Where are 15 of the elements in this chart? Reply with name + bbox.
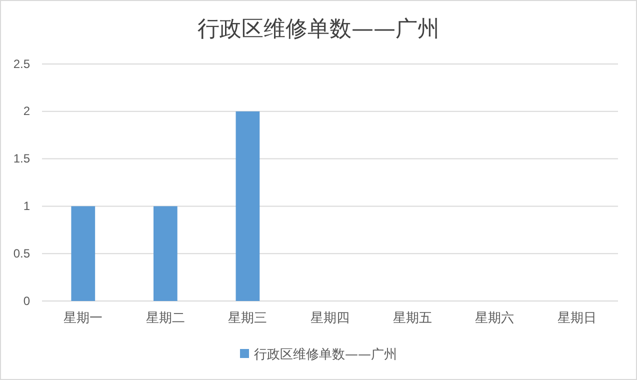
y-tick-label: 2 [23,104,30,118]
chart-title: 行政区维修单数——广州 [198,17,440,42]
x-tick-label: 星期五 [392,310,432,326]
x-tick-label: 星期四 [310,310,350,326]
y-tick-label: 0 [23,294,30,308]
y-tick-label: 1.5 [13,152,30,166]
y-tick-label: 0.5 [13,246,30,260]
x-tick-label: 星期二 [146,310,185,326]
x-tick-label: 星期日 [557,310,596,326]
x-tick-label: 星期三 [228,310,268,326]
y-tick-label: 1 [23,199,30,214]
x-tick-label: 星期一 [64,310,103,326]
y-tick-label: 2.5 [13,56,30,71]
legend-label: 行政区维修单数——广州 [254,348,397,363]
x-tick-label: 星期六 [475,310,514,326]
